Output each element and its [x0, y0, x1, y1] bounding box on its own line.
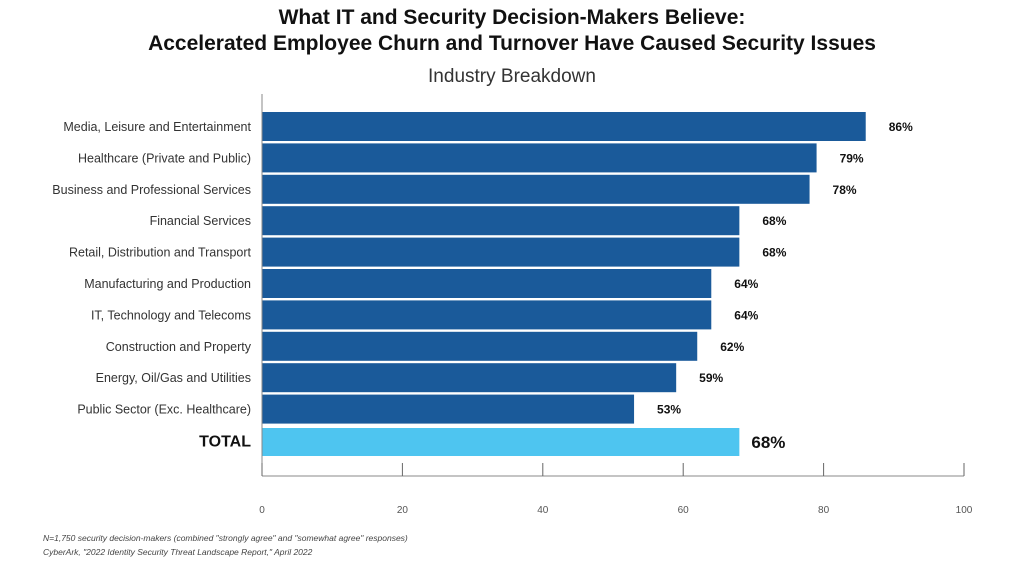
bar [262, 300, 712, 330]
x-tick-label: 100 [956, 505, 973, 516]
x-tick-label: 20 [397, 505, 409, 516]
bar [262, 206, 740, 236]
bar [262, 331, 698, 361]
data-label: 64% [734, 277, 758, 291]
category-label: Healthcare (Private and Public) [78, 151, 251, 165]
category-label: Financial Services [150, 214, 251, 228]
data-label: 62% [720, 340, 744, 354]
footnote-sample: N=1,750 security decision-makers (combin… [43, 533, 408, 543]
category-label: Construction and Property [106, 340, 252, 354]
bar [262, 143, 817, 173]
bar [262, 174, 810, 204]
data-label: 79% [840, 151, 864, 165]
bar-total [262, 428, 740, 456]
category-label: Retail, Distribution and Transport [69, 246, 252, 260]
data-label: 68% [762, 214, 786, 228]
data-label: 59% [699, 371, 723, 385]
x-tick-label: 80 [818, 505, 830, 516]
chart-title-line2: Accelerated Employee Churn and Turnover … [148, 32, 876, 55]
bar [262, 363, 677, 393]
chart-title: What IT and Security Decision-Makers Bel… [279, 6, 746, 29]
chart-subtitle: Industry Breakdown [428, 66, 596, 87]
category-label: Public Sector (Exc. Healthcare) [77, 403, 251, 417]
x-tick-label: 60 [678, 505, 690, 516]
bar [262, 112, 866, 141]
category-label: Energy, Oil/Gas and Utilities [96, 371, 251, 385]
data-label: 86% [889, 120, 913, 134]
data-label: 53% [657, 403, 681, 417]
data-label: 68% [751, 433, 785, 452]
category-label: Media, Leisure and Entertainment [63, 120, 251, 134]
footnote-source: CyberArk, "2022 Identity Security Threat… [43, 547, 313, 557]
data-label: 68% [762, 246, 786, 260]
data-label: 78% [833, 183, 857, 197]
bar [262, 394, 635, 424]
data-label: 64% [734, 308, 758, 322]
category-label: Manufacturing and Production [84, 277, 251, 291]
x-tick-label: 40 [537, 505, 549, 516]
bar [262, 237, 740, 267]
category-label: TOTAL [199, 434, 251, 451]
category-label: Business and Professional Services [52, 183, 251, 197]
x-tick-label: 0 [259, 505, 265, 516]
category-label: IT, Technology and Telecoms [91, 308, 251, 322]
bar [262, 269, 712, 298]
